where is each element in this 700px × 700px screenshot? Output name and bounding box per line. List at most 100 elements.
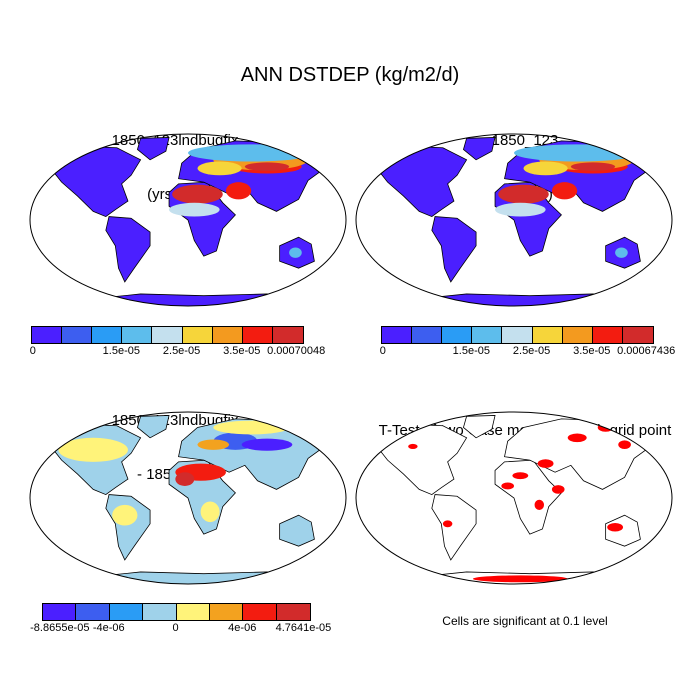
australia-low [289,247,302,258]
significant-cell [607,522,624,532]
land-eurasia [178,418,328,490]
diff-asia-strongneg [241,438,293,451]
colorbar-swatch [62,327,93,343]
mideast-mid [197,161,242,176]
land-greenland [136,137,170,161]
significant-cell [534,499,545,511]
arabia-high [225,182,252,200]
arabia-high [551,182,578,200]
map-border [29,411,347,585]
asia-low [188,144,315,162]
land-antarctica [89,293,302,306]
colorbar-swatch [532,327,563,343]
map-top-left [29,133,347,307]
land-greenland [462,415,496,439]
colorbar-bottom-left [42,603,311,621]
significant-cell [501,482,514,490]
sahara-high [172,184,223,204]
land-australia [605,514,641,547]
colorbar-swatch [242,327,273,343]
significant-cell [537,459,554,468]
colorbar-swatch [176,604,210,620]
colorbar-swatch [622,327,653,343]
colorbar-label: -8.8655e-05 [30,622,90,634]
colorbar-swatch [32,327,63,343]
land-antarctica [89,571,302,584]
colorbar-swatch [109,604,144,620]
colorbar-label: 1.5e-05 [452,345,490,357]
colorbar-swatch [92,327,123,343]
colorbar-label: 3.5e-05 [223,345,261,357]
mideast-mid [523,161,568,176]
taklamakan-high [570,162,616,171]
colorbar-top-left [31,326,304,344]
colorbar-labels-top-right: 0 1.5e-05 2.5e-05 3.5e-05 0.00067436 [379,345,675,359]
diff-sahara-strong [175,472,195,486]
colorbar-label: 3.5e-05 [573,345,611,357]
diff-samerica-pos [112,504,138,526]
land-greenland [462,137,496,161]
colorbar-label: 4.7641e-05 [275,622,332,634]
significant-cell [512,472,529,480]
colorbar-swatch [152,327,183,343]
diff-africa-pos [200,501,220,523]
land-samerica [431,494,477,561]
colorbar-label: 0 [172,622,179,634]
colorbar-label: 2.5e-05 [162,345,201,357]
colorbar-label: 0 [379,345,386,357]
taklamakan-high [244,162,290,171]
map-border [355,133,673,307]
colorbar-label: 2.5e-05 [512,345,551,357]
asia-low [514,144,641,162]
colorbar-swatch [382,327,413,343]
significant-cell [567,433,587,443]
diff-europe-pos [197,439,230,450]
colorbar-labels-bottom-left: -8.8655e-05 -4e-06 0 4e-06 4.7641e-05 [30,622,331,636]
colorbar-swatch [182,327,213,343]
colorbar-label: 0.00067436 [617,345,676,357]
map-bottom-right [355,411,673,585]
colorbar-swatch [592,327,623,343]
sahel-low [169,202,220,217]
colorbar-swatch [43,604,77,620]
panel-title-line1: 1850_123 [491,132,559,149]
land-namerica [368,423,468,496]
significant-cell [551,485,565,494]
colorbar-swatch [502,327,533,343]
australia-low [615,247,628,258]
significant-cell [618,440,631,449]
colorbar-label: 4e-06 [228,622,257,634]
sahel-low [495,202,546,217]
colorbar-swatch [412,327,443,343]
colorbar-labels-top-left: 0 1.5e-05 2.5e-05 3.5e-05 0.00070048 [29,345,325,359]
land-samerica [105,216,151,283]
land-samerica [105,494,151,561]
colorbar-top-right [381,326,654,344]
colorbar-swatch [209,604,244,620]
land-australia [279,514,315,547]
land-namerica [42,145,142,218]
map-border [29,133,347,307]
colorbar-swatch [562,327,593,343]
colorbar-swatch [276,604,310,620]
colorbar-swatch [122,327,153,343]
diff-namerica-pos [58,437,128,462]
map-top-right [355,133,673,307]
land-samerica [431,216,477,283]
map-bottom-left [29,411,347,585]
colorbar-swatch [76,604,110,620]
colorbar-swatch [212,327,243,343]
map-border [355,411,673,585]
land-antarctica [415,293,628,306]
colorbar-swatch [442,327,473,343]
significant-cell [408,443,418,449]
land-namerica [368,145,468,218]
significant-cell [442,520,453,528]
colorbar-label: 0.00070048 [267,345,326,357]
significance-note: Cells are significant at 0.1 level [442,614,608,628]
colorbar-label: 0 [29,345,36,357]
land-eurasia [504,418,654,490]
significant-cell [472,575,568,583]
colorbar-swatch [243,604,277,620]
sahara-high [498,184,549,204]
